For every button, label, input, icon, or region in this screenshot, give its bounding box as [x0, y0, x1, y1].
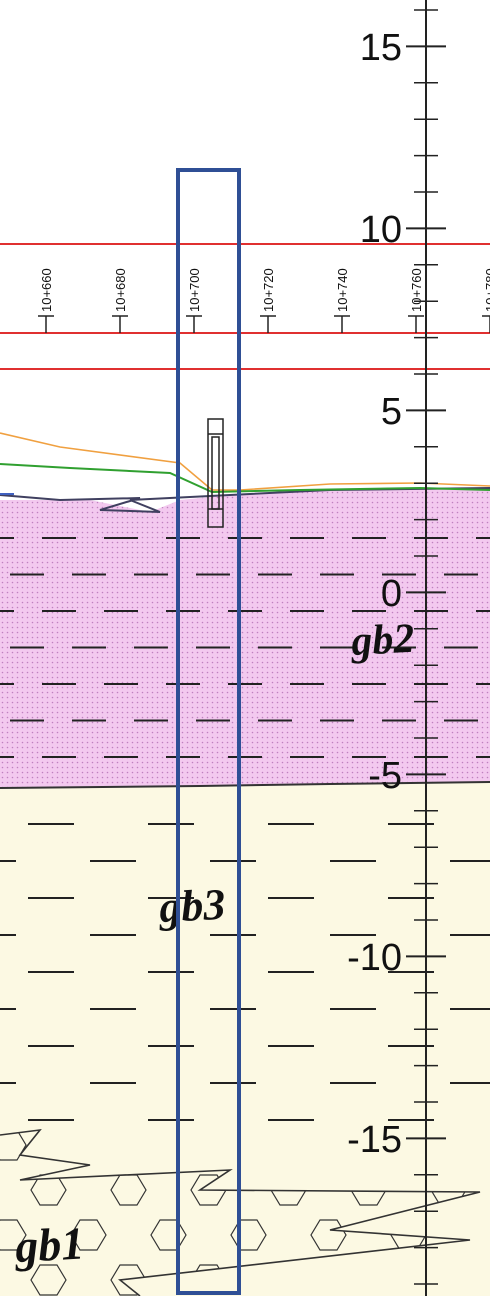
chainage-label: 10+660	[39, 268, 54, 312]
chainage-label: 10+680	[113, 268, 128, 312]
axis-label: 10	[360, 209, 402, 251]
stratum-gb3-fill	[0, 782, 490, 1296]
axis-label: 15	[360, 27, 402, 69]
boundary-top-gb2	[0, 487, 490, 513]
axis-label: -10	[347, 937, 402, 979]
stratum-label-gb3: gb3	[157, 880, 226, 932]
chainage-label: 10+720	[261, 268, 276, 312]
stratum-label-gb1: gb1	[13, 1217, 86, 1272]
borehole-symbol	[207, 418, 224, 528]
axis-labels: 15 10 5 0 -5 -10 -15	[347, 27, 402, 1161]
axis-label: 5	[381, 391, 402, 433]
boundary-gb1	[0, 1128, 481, 1296]
chainage-label: 10+760	[409, 268, 424, 312]
chainage-label: 10+700	[187, 268, 202, 312]
axis-label: -5	[368, 755, 402, 797]
chainage-band: 10+660 10+680 10+700 10+720 10+740 10+760 10+7…	[0, 243, 490, 370]
surface-line-orange	[0, 432, 490, 491]
axis-ticks	[406, 9, 446, 1285]
axis-label: 0	[381, 573, 402, 615]
chainage-label: 10+740	[335, 268, 350, 312]
stratum-gb2-fill	[0, 488, 490, 788]
boundary-gb2-gb3	[0, 781, 490, 789]
stratum-gb2-dashes	[0, 537, 490, 758]
axis-label: -15	[347, 1119, 402, 1161]
stratum-label-gb2: gb2	[349, 616, 415, 665]
stratum-gb3-dashes	[0, 823, 490, 1121]
highlight-box	[176, 168, 241, 1295]
chainage-label: 10+780	[483, 268, 490, 312]
elevation-axis: 15 10 5 0 -5 -10 -15	[347, 0, 446, 1296]
